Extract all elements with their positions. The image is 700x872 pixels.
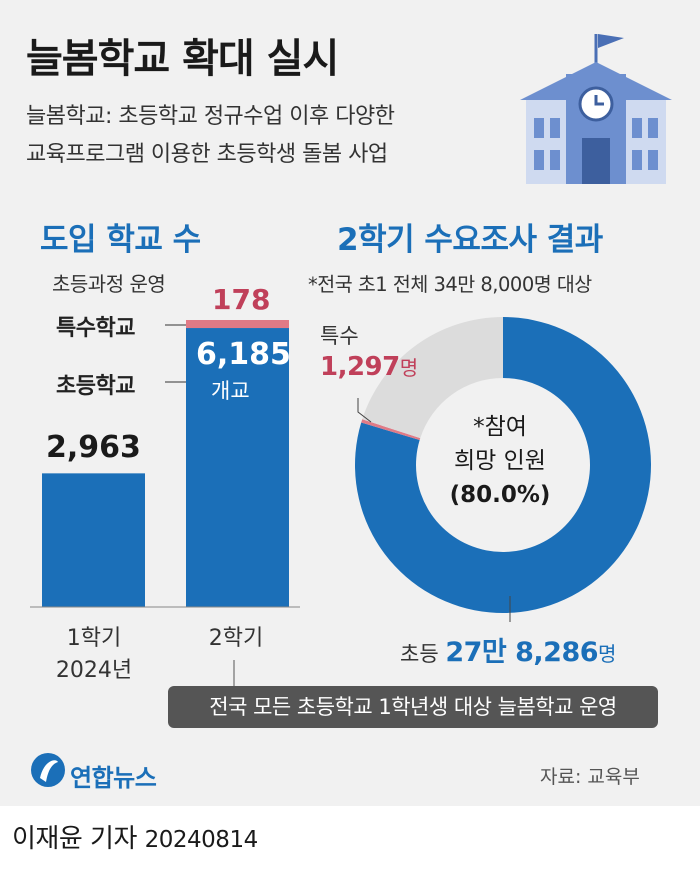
source-credit: 자료: 교육부 [540, 766, 640, 788]
subtitle-line-1: 늘봄학교: 초등학교 정규수업 이후 다양한 [26, 104, 395, 129]
flag-icon [598, 34, 624, 48]
donut-center-line-1: *참여 [473, 414, 527, 440]
donut-center-line-3: (80.0%) [449, 482, 551, 508]
elementary-school-label: 초등학교 [56, 374, 135, 399]
special-school-label: 특수학교 [56, 316, 135, 341]
byline: 이재윤 기자 20240814 [12, 824, 258, 854]
value-unit-label: 개교 [211, 379, 250, 403]
subtitle-line-2: 교육프로그램 이용한 초등학생 돌봄 사업 [26, 142, 388, 167]
value-label-second-semester: 6,185 [196, 337, 291, 372]
bar-chart [42, 320, 289, 607]
page-title: 늘봄학교 확대 실시 [26, 36, 339, 82]
special-slice-value: 1,297명 [320, 352, 418, 382]
donut-slice-elementary [354, 317, 652, 614]
callout-box: 전국 모든 초등학교 1학년생 대상 늘봄학교 운영 [168, 686, 658, 728]
donut-center-line-2: 희망 인원 [454, 448, 546, 474]
x-tick-label-1-year: 2024년 [55, 658, 133, 683]
value-label-first-semester: 2,963 [46, 430, 141, 465]
school-building-icon [520, 34, 672, 184]
value-label-special: 178 [212, 283, 271, 316]
donut-chart-note: *전국 초1 전체 34만 8,000명 대상 [308, 273, 592, 296]
donut-center-label: *참여 희망 인원 (80.0%) [420, 410, 580, 512]
donut-chart-title: 2학기 수요조사 결과 [337, 222, 603, 258]
elementary-slice-label: 초등 27만 8,286명 [400, 637, 617, 668]
x-tick-label-2: 2학기 [208, 626, 264, 651]
donut-chart [354, 317, 652, 614]
yonhap-logo-icon [31, 753, 65, 787]
special-slice-name: 특수 [320, 324, 359, 348]
bar-chart-title: 도입 학교 수 [40, 222, 201, 258]
donut-slice-special [361, 419, 421, 441]
bar-special-2 [186, 320, 289, 329]
donut-slice-remainder [362, 317, 503, 439]
x-tick-label-1: 1학기 [66, 626, 122, 651]
yonhap-logo-text: 연합뉴스 [70, 764, 157, 792]
special-note-label: 초등과정 운영 [52, 272, 166, 296]
bar-elementary-1 [42, 473, 145, 607]
bar-elementary-2 [186, 328, 289, 607]
special-slice-leader [357, 398, 372, 423]
